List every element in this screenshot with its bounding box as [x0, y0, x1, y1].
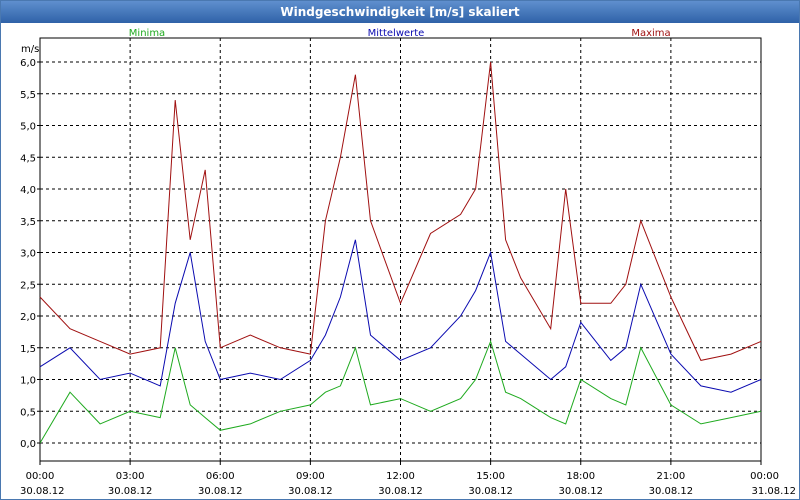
x-tick-date-1: 30.08.12 — [108, 486, 153, 497]
y-tick-label-11: 5,5 — [20, 90, 36, 101]
x-tick-time-8: 00:00 — [750, 471, 779, 482]
series-line-minima — [39, 339, 762, 444]
x-tick-time-4: 12:00 — [386, 471, 415, 482]
x-tick-date-4: 30.08.12 — [378, 486, 423, 497]
x-tick-date-8: 31.08.12 — [751, 486, 796, 497]
x-tick-time-7: 21:00 — [656, 471, 685, 482]
y-tick-label-3: 1,5 — [20, 344, 36, 355]
y-tick-label-12: 6,0 — [20, 58, 36, 69]
legend-entry-maxima: Maxima — [631, 28, 670, 39]
y-tick-label-7: 3,5 — [20, 217, 36, 228]
chart-title: Windgeschwindigkeit [m/s] skaliert — [1, 1, 799, 23]
y-tick-label-4: 2,0 — [20, 312, 36, 323]
series-line-mittelwerte — [39, 239, 762, 393]
x-tick-time-0: 00:00 — [26, 471, 55, 482]
x-tick-date-6: 30.08.12 — [558, 486, 603, 497]
y-axis-label: m/s — [21, 44, 39, 55]
y-tick-label-1: 0,5 — [20, 407, 36, 418]
y-tick-label-9: 4,5 — [20, 153, 36, 164]
y-tick-label-8: 4,0 — [20, 185, 36, 196]
x-tick-time-3: 09:00 — [296, 471, 325, 482]
x-tick-time-2: 06:00 — [206, 471, 235, 482]
x-tick-date-2: 30.08.12 — [198, 486, 243, 497]
y-tick-label-5: 2,5 — [20, 280, 36, 291]
x-tick-time-5: 15:00 — [476, 471, 505, 482]
x-tick-date-5: 30.08.12 — [468, 486, 513, 497]
x-tick-date-3: 30.08.12 — [288, 486, 333, 497]
series-line-maxima — [39, 61, 762, 361]
x-tick-time-1: 03:00 — [116, 471, 145, 482]
legend-entry-mittelwerte: Mittelwerte — [368, 28, 425, 39]
x-axis-ticks: 00:00 30.08.12 03:00 30.08.12 06:00 30.08.12 0… — [20, 461, 796, 497]
x-tick-date-0: 30.08.12 — [20, 486, 65, 497]
y-tick-label-2: 1,0 — [20, 376, 36, 387]
y-tick-label-0: 0,0 — [20, 439, 36, 450]
legend-entry-minima: Minima — [129, 28, 165, 39]
x-tick-time-6: 18:00 — [566, 471, 595, 482]
legend: Minima Mittelwerte Maxima — [129, 28, 671, 39]
y-axis-ticks: 0,0 0,5 1,0 1,5 2,0 2,5 3,0 3,5 4,0 4,5 5,0 5,5 6,0 — [20, 58, 40, 450]
x-tick-date-7: 30.08.12 — [649, 486, 694, 497]
y-tick-label-6: 3,0 — [20, 249, 36, 260]
series-lines — [39, 61, 762, 444]
y-tick-label-10: 5,0 — [20, 122, 36, 133]
